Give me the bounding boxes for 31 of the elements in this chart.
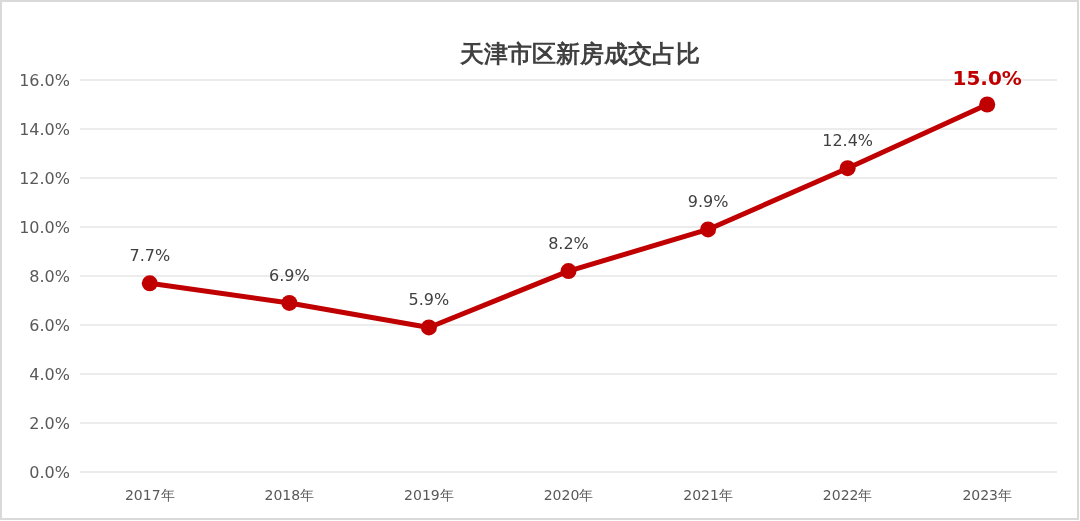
data-label: 8.2%	[548, 234, 589, 254]
data-label: 7.7%	[129, 246, 171, 266]
x-tick-label: 2021年	[683, 487, 733, 503]
data-label: 5.9%	[408, 290, 450, 310]
x-tick-label: 2022年	[822, 487, 873, 503]
chart-title: 天津市区新房成交占比	[459, 40, 700, 68]
point	[839, 160, 856, 177]
x-tick-label: 2018年	[264, 487, 315, 503]
point	[560, 263, 577, 280]
x-tick-label: 2017年	[124, 487, 175, 503]
data-label: 6.9%	[269, 265, 310, 285]
y-tick-label: 8.0%	[29, 267, 70, 286]
data-label: 15.0%	[952, 65, 1022, 90]
x-tick-label: 2020年	[543, 487, 594, 503]
y-tick-label: 14.0%	[19, 120, 70, 139]
y-tick-label: 12.0%	[19, 169, 70, 188]
point	[979, 96, 996, 113]
point	[700, 221, 717, 238]
y-tick-label: 10.0%	[19, 218, 70, 237]
y-tick-label: 0.0%	[29, 463, 70, 482]
x-tick-label: 2019年	[404, 487, 454, 503]
point	[420, 319, 437, 336]
y-tick-label: 6.0%	[29, 316, 70, 335]
y-tick-label: 2.0%	[29, 414, 70, 433]
x-tick-label: 2023年	[962, 487, 1013, 503]
point	[281, 294, 298, 311]
data-label: 12.4%	[822, 131, 874, 151]
point	[141, 275, 158, 292]
y-tick-label: 16.0%	[19, 71, 70, 90]
data-label: 9.9%	[687, 192, 729, 212]
y-tick-label: 4.0%	[29, 365, 70, 384]
